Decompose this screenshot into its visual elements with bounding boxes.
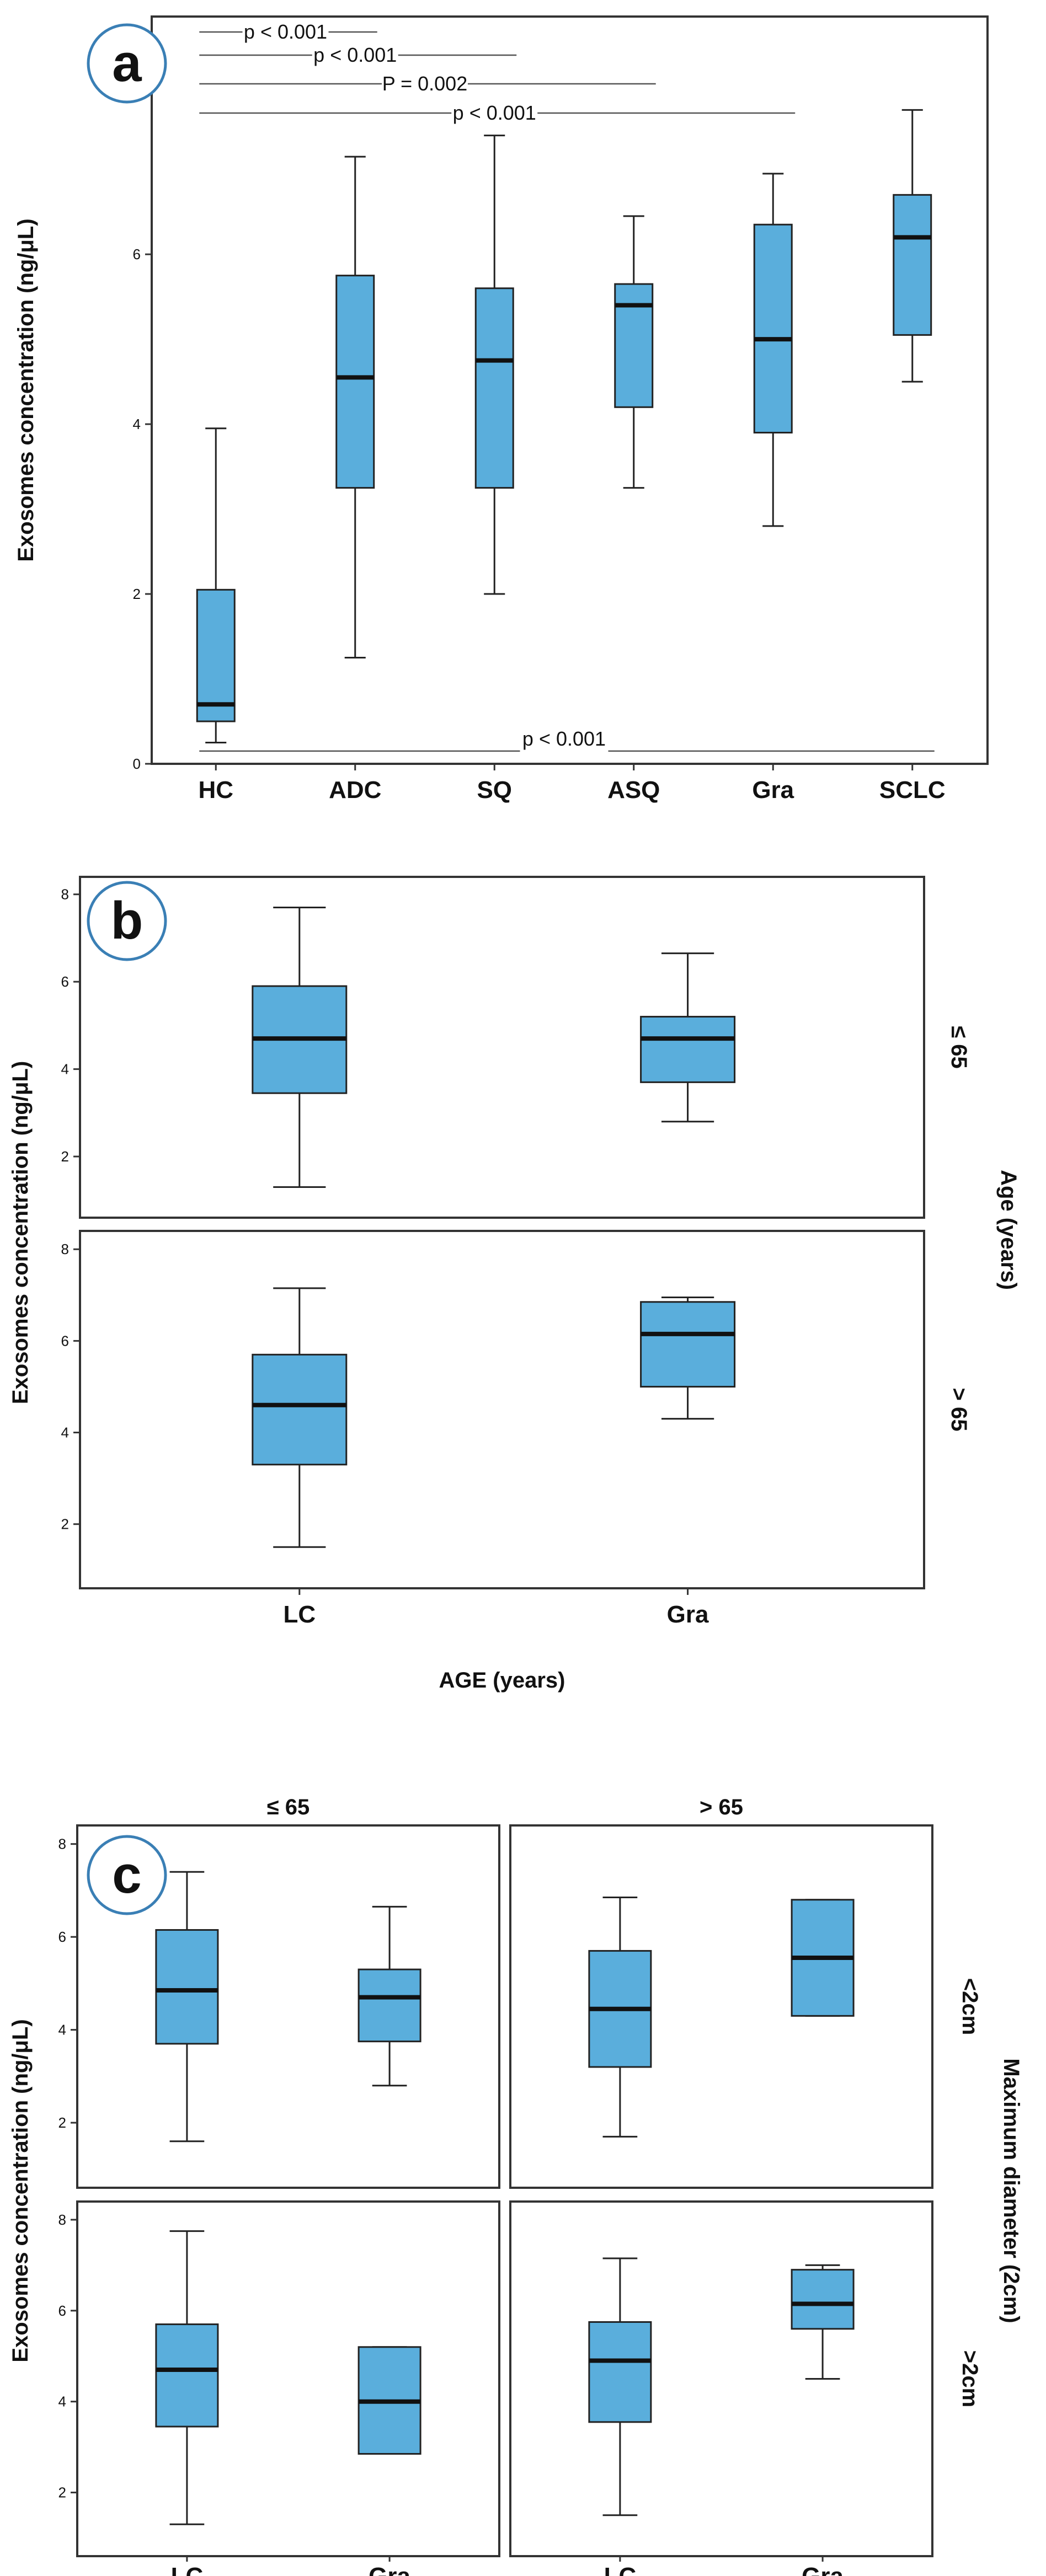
panel-label: c (112, 1845, 141, 1904)
panel-label-circle (87, 23, 167, 104)
y-tick-label: 2 (61, 1516, 69, 1533)
box-gra (791, 2269, 855, 2330)
box-gra (753, 223, 793, 433)
panel-label-circle (87, 881, 167, 961)
column-strip-label: > 65 (700, 1795, 743, 1819)
facet-title: Maximum diameter (2cm) (999, 2058, 1023, 2323)
facet-frame (79, 876, 925, 1219)
x-category-label: LC (171, 2563, 204, 2576)
y-tick-label: 2 (133, 586, 141, 602)
panel-c-chart: 2 4 6 8 2 4 6 8 LC Gra LC Gra ≤ 65 > 65 <2cm >2cm Exosom… (8, 1795, 1023, 2576)
p-value-label: P = 0.002 (382, 72, 467, 95)
y-tick-label: 2 (58, 2484, 66, 2501)
y-tick-label: 4 (58, 2022, 66, 2038)
panel-a-chart: 02468HCADCSQASQGraSCLCExosomes concentra… (14, 15, 989, 804)
box-adc (335, 275, 375, 489)
x-category-label: Gra (667, 1601, 709, 1628)
y-axis-label: Exosomes concentration (ng/μL) (14, 218, 38, 561)
x-category-label: ASQ (607, 776, 660, 804)
facet-frame (509, 1824, 933, 2189)
box-lc (588, 2321, 652, 2423)
p-value-label: p < 0.001 (313, 44, 397, 66)
box-lc (155, 1929, 219, 2045)
facet-strip-label: > 65 (947, 1388, 971, 1432)
box-sq (474, 287, 514, 489)
panel-label: a (112, 34, 142, 93)
y-tick-label: 6 (58, 2302, 66, 2319)
row-strip-label: <2cm (958, 1978, 982, 2035)
box-lc (252, 1353, 348, 1466)
y-tick-label: 8 (58, 2211, 66, 2228)
x-axis-label: AGE (years) (439, 1668, 565, 1693)
y-tick-label: 6 (61, 973, 69, 990)
p-value-label: p < 0.001 (453, 101, 536, 124)
box-lc (155, 2323, 219, 2428)
y-tick-label: 8 (61, 886, 69, 903)
y-tick-label: 6 (133, 246, 141, 263)
y-tick-label: 4 (61, 1424, 69, 1441)
box-asq (614, 283, 654, 408)
x-category-label: HC (198, 776, 233, 804)
facet-frame (509, 2200, 933, 2557)
y-tick-label: 4 (61, 1061, 69, 1078)
y-axis-label: Exosomes concentration (ng/μL) (8, 1061, 33, 1404)
box-gra (640, 1016, 736, 1083)
panel-b-chart: 2 4 6 8 ≤ 65 2 4 6 8 > 65 LC Gra AGE (years) Exosomes… (8, 876, 1021, 1693)
y-tick-label: 2 (58, 2114, 66, 2131)
x-category-label: Gra (369, 2563, 410, 2576)
y-tick-label: 0 (133, 756, 141, 772)
facet-title: Age (years) (996, 1170, 1021, 1290)
y-tick-label: 4 (58, 2393, 66, 2410)
facet-c-4: LC Gra (509, 2200, 933, 2576)
box-sclc (893, 194, 932, 336)
row-strip-label: >2cm (958, 2350, 982, 2407)
plot-frame (151, 15, 989, 765)
x-category-label: SCLC (879, 776, 946, 804)
facet-strip-label: ≤ 65 (947, 1026, 971, 1069)
box-gra (640, 1301, 736, 1388)
facet-frame (76, 2200, 500, 2557)
facet-b-2: 2 4 6 8 > 65 (61, 1230, 971, 1589)
y-tick-label: 2 (61, 1148, 69, 1165)
p-value-label: p < 0.001 (522, 727, 606, 750)
y-tick-label: 6 (61, 1332, 69, 1349)
x-category-label: Gra (752, 776, 794, 804)
y-axis-label: Exosomes concentration (ng/μL) (8, 2019, 33, 2362)
x-category-label: LC (604, 2563, 637, 2576)
panel-label-circle (87, 1835, 167, 1915)
y-tick-label: 6 (58, 1929, 66, 1945)
x-category-label: SQ (477, 776, 512, 804)
box-hc (196, 588, 236, 722)
facet-b-1: 2 4 6 8 ≤ 65 (61, 876, 971, 1219)
y-tick-label: 4 (133, 416, 141, 432)
column-strip-label: ≤ 65 (267, 1795, 310, 1819)
y-tick-label: 8 (61, 1241, 69, 1257)
x-category-label: LC (283, 1601, 316, 1628)
p-value-label: p < 0.001 (244, 20, 327, 43)
facet-c-3: 2 4 6 8 LC Gra (58, 2200, 500, 2576)
panel-label: b (111, 891, 143, 950)
x-category-label: Gra (802, 2563, 844, 2576)
x-category-label: ADC (329, 776, 381, 804)
box-gra (357, 1968, 421, 2043)
facet-c-2 (509, 1824, 933, 2189)
y-tick-label: 8 (58, 1836, 66, 1852)
facet-frame (79, 1230, 925, 1589)
